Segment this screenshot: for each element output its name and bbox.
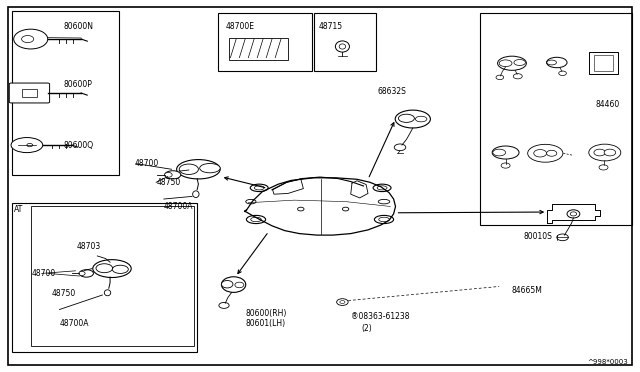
Text: 84665M: 84665M xyxy=(512,286,543,295)
Ellipse shape xyxy=(498,56,526,70)
Text: 48700E: 48700E xyxy=(225,22,254,31)
Ellipse shape xyxy=(177,160,220,179)
Circle shape xyxy=(547,150,557,156)
Ellipse shape xyxy=(374,215,394,224)
Text: ^998*0003: ^998*0003 xyxy=(588,359,628,365)
Text: 68632S: 68632S xyxy=(378,87,406,96)
Ellipse shape xyxy=(251,217,261,222)
Text: 48700A: 48700A xyxy=(60,319,89,328)
Text: 48700: 48700 xyxy=(134,159,159,168)
Ellipse shape xyxy=(335,41,349,52)
Ellipse shape xyxy=(235,282,244,288)
Ellipse shape xyxy=(200,164,220,173)
Ellipse shape xyxy=(193,191,199,198)
Ellipse shape xyxy=(415,116,427,122)
Circle shape xyxy=(599,165,608,170)
FancyBboxPatch shape xyxy=(10,83,50,103)
Text: (2): (2) xyxy=(362,324,372,333)
Text: 80600Q: 80600Q xyxy=(64,141,94,150)
Text: 80010S: 80010S xyxy=(523,232,552,241)
Text: 80601(LH): 80601(LH) xyxy=(245,319,285,328)
Circle shape xyxy=(496,75,504,80)
Text: 48750: 48750 xyxy=(51,289,76,298)
Ellipse shape xyxy=(104,290,111,296)
Bar xyxy=(12,203,197,352)
Circle shape xyxy=(394,144,406,151)
Bar xyxy=(218,13,312,71)
Ellipse shape xyxy=(379,217,389,222)
Ellipse shape xyxy=(339,44,346,49)
Ellipse shape xyxy=(246,215,266,224)
Text: 48700: 48700 xyxy=(32,269,56,278)
Bar xyxy=(480,13,632,225)
Circle shape xyxy=(298,207,304,211)
Circle shape xyxy=(337,299,348,305)
Ellipse shape xyxy=(221,277,246,292)
Circle shape xyxy=(594,149,605,156)
Bar xyxy=(594,55,613,71)
Circle shape xyxy=(534,150,547,157)
Circle shape xyxy=(27,144,33,147)
Text: AT: AT xyxy=(14,205,23,214)
Ellipse shape xyxy=(492,146,519,159)
Text: 84460: 84460 xyxy=(595,100,620,109)
Bar xyxy=(589,52,618,74)
Ellipse shape xyxy=(373,184,391,192)
Ellipse shape xyxy=(377,186,387,190)
Text: ®08363-61238: ®08363-61238 xyxy=(351,312,409,321)
Ellipse shape xyxy=(514,60,525,65)
Circle shape xyxy=(501,163,510,168)
Ellipse shape xyxy=(79,270,93,277)
Ellipse shape xyxy=(547,60,557,65)
Bar xyxy=(229,38,288,60)
Text: 48715: 48715 xyxy=(319,22,343,31)
Text: 48750: 48750 xyxy=(157,178,181,187)
Circle shape xyxy=(559,71,566,76)
Bar xyxy=(12,11,119,175)
Text: 48703: 48703 xyxy=(77,242,101,251)
Text: 80600P: 80600P xyxy=(64,80,93,89)
Circle shape xyxy=(13,29,48,49)
Ellipse shape xyxy=(493,149,506,156)
Ellipse shape xyxy=(165,171,181,179)
Circle shape xyxy=(604,149,616,156)
Ellipse shape xyxy=(547,57,567,68)
Ellipse shape xyxy=(254,186,264,190)
Ellipse shape xyxy=(113,265,128,273)
Ellipse shape xyxy=(221,280,233,288)
Ellipse shape xyxy=(378,199,390,204)
Ellipse shape xyxy=(93,260,131,278)
Ellipse shape xyxy=(96,264,113,273)
Ellipse shape xyxy=(398,114,415,122)
Circle shape xyxy=(219,302,229,308)
Ellipse shape xyxy=(79,272,85,275)
Circle shape xyxy=(22,36,34,43)
Ellipse shape xyxy=(570,212,577,216)
Circle shape xyxy=(557,234,568,241)
Ellipse shape xyxy=(179,164,198,174)
Bar xyxy=(31,206,194,346)
Ellipse shape xyxy=(250,184,268,192)
Bar xyxy=(22,90,36,97)
Circle shape xyxy=(340,301,345,304)
Text: 48700A: 48700A xyxy=(164,202,193,211)
Circle shape xyxy=(513,74,522,79)
Ellipse shape xyxy=(246,199,256,204)
Ellipse shape xyxy=(396,110,431,128)
Ellipse shape xyxy=(164,173,172,177)
Text: 80600(RH): 80600(RH) xyxy=(245,309,287,318)
Circle shape xyxy=(342,207,349,211)
Ellipse shape xyxy=(567,210,580,218)
Bar xyxy=(314,13,376,71)
Text: 80600N: 80600N xyxy=(64,22,94,31)
Ellipse shape xyxy=(499,60,512,67)
Ellipse shape xyxy=(11,138,43,153)
